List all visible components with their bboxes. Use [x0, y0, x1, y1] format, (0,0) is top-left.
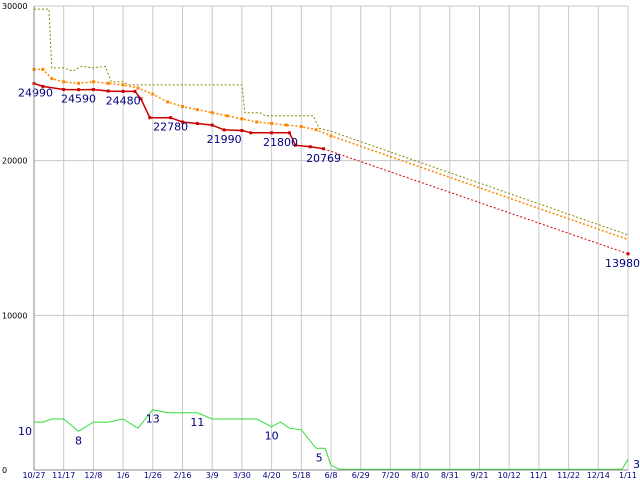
series-price-point — [148, 116, 152, 120]
x-tick-label: 5/18 — [292, 471, 310, 480]
series-price-point — [133, 89, 137, 93]
data-labels: 24990 24590 24480 22780 21990 21800 20769 13980… — [18, 86, 640, 471]
x-tick-label: 4/20 — [263, 471, 281, 480]
series-price-point — [169, 116, 173, 120]
x-tick-label: 11/22 — [557, 471, 580, 480]
series-avg-point — [166, 100, 170, 104]
series-price-point — [181, 120, 184, 124]
x-tick-label: 11/17 — [52, 471, 75, 480]
series-price-point — [41, 84, 45, 88]
series-avg-point — [240, 117, 244, 121]
x-tick-label: 7/20 — [381, 471, 399, 480]
x-tick-label: 8/10 — [411, 471, 429, 480]
x-tick-label: 6/8 — [325, 471, 338, 480]
series-avg-point — [314, 128, 318, 132]
series-price-point — [240, 129, 244, 133]
series-avg-point — [255, 120, 259, 124]
data-label: 24590 — [61, 93, 96, 106]
x-tick-label: 9/21 — [471, 471, 489, 480]
series-avg-point — [151, 92, 155, 96]
data-label: 21990 — [207, 133, 242, 146]
data-label: 13 — [146, 413, 160, 426]
grid-lines — [33, 5, 629, 471]
series-price-point — [222, 128, 226, 132]
data-label: 20769 — [306, 152, 341, 165]
series-avg-point — [50, 77, 54, 81]
data-label: 3 — [633, 458, 640, 471]
series-price-point — [626, 252, 630, 256]
series-price-point — [270, 131, 274, 135]
series-avg-point — [62, 80, 66, 84]
x-tick-label: 10/12 — [498, 471, 521, 480]
series-count-line — [34, 409, 629, 470]
series-avg-point — [210, 111, 214, 115]
series-avg-point — [329, 134, 333, 138]
series-price-point — [62, 88, 66, 92]
x-tick-label: 11/1 — [530, 471, 548, 480]
data-label: 10 — [265, 430, 279, 443]
series-price-point — [91, 88, 95, 92]
series-price-point — [139, 97, 143, 101]
series-avg-point — [136, 86, 140, 90]
series-avg-point — [181, 105, 184, 109]
series-price-projection — [323, 148, 629, 255]
y-tick-label: 10000 — [2, 311, 27, 320]
x-tick-label: 8/31 — [441, 471, 459, 480]
x-tick-label: 1/6 — [117, 471, 130, 480]
data-label: 5 — [316, 451, 323, 464]
series-avg-point — [77, 81, 81, 85]
x-tick-label: 6/29 — [352, 471, 370, 480]
series-price-point — [77, 88, 81, 92]
x-tick-label: 1/11 — [619, 471, 637, 480]
data-label: 13980 — [605, 257, 640, 270]
x-tick-label: 12/8 — [84, 471, 102, 480]
series-price-point — [308, 145, 312, 149]
series-price-point — [249, 131, 253, 135]
series-avg-point — [284, 123, 288, 127]
x-tick-label: 1/26 — [144, 471, 162, 480]
series-price-point — [287, 131, 291, 135]
y-tick-label: 0 — [2, 466, 7, 475]
series-price-line — [33, 82, 324, 150]
y-axis-ticks: 0 10000 20000 30000 — [2, 2, 27, 475]
series-price-point — [106, 89, 110, 93]
data-label: 22780 — [153, 121, 188, 134]
data-label: 11 — [190, 416, 204, 429]
series-avg-point — [41, 67, 45, 71]
series-avg-point — [91, 80, 95, 84]
series-lines — [32, 8, 630, 470]
series-price-point — [293, 143, 297, 147]
x-tick-label: 3/9 — [206, 471, 219, 480]
y-tick-label: 20000 — [2, 157, 27, 166]
series-avg-point — [270, 122, 274, 126]
series-high-line — [34, 8, 629, 236]
series-price-point — [121, 89, 125, 93]
series-avg-point — [299, 125, 303, 129]
data-label: 8 — [75, 434, 82, 447]
x-tick-label: 2/16 — [174, 471, 192, 480]
series-avg-point — [195, 108, 199, 112]
x-tick-label: 3/30 — [233, 471, 251, 480]
x-axis-ticks: 10/27 11/17 12/8 1/6 1/26 2/16 3/9 3/30 4/20 5/18… — [22, 471, 637, 480]
x-tick-label: 10/27 — [22, 471, 45, 480]
series-price-point — [210, 123, 214, 127]
series-avg-point — [106, 81, 110, 85]
series-price-point — [322, 147, 326, 151]
data-label: 24990 — [18, 86, 53, 99]
y-tick-label: 30000 — [2, 2, 27, 11]
series-avg-point — [225, 114, 229, 118]
series-price-point — [195, 122, 199, 126]
series-avg-point — [121, 83, 125, 87]
data-label: 21800 — [263, 136, 298, 149]
x-tick-label: 12/14 — [587, 471, 610, 480]
data-label: 24480 — [106, 94, 141, 107]
data-label: 10 — [18, 425, 32, 438]
